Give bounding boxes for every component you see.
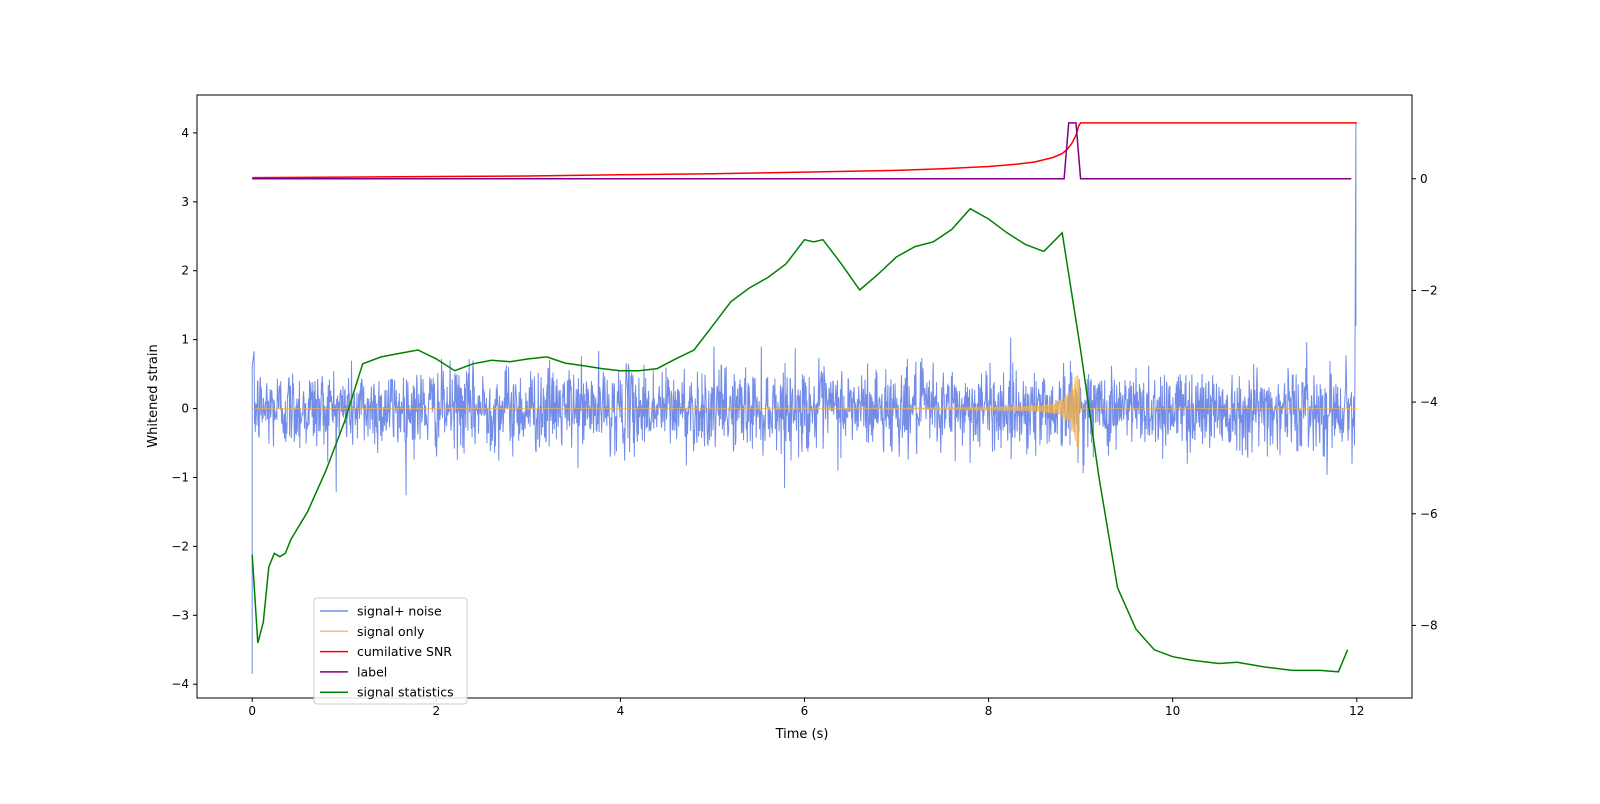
- x-tick-label: 10: [1165, 704, 1180, 718]
- y-tick-label: 3: [181, 195, 189, 209]
- legend-item-label: signal statistics: [357, 685, 454, 700]
- x-tick-label: 8: [985, 704, 993, 718]
- y2-axis: −8 −6 −4 −2 0: [1412, 172, 1438, 632]
- legend-item-label: signal+ noise: [357, 604, 442, 619]
- series-line-cumilative-snr: [252, 122, 1357, 179]
- x-axis-label: Time (s): [775, 727, 829, 742]
- y-tick-label: 1: [181, 333, 189, 347]
- y-tick-label: −3: [171, 608, 189, 622]
- legend-item-label: cumilative SNR: [357, 644, 452, 659]
- legend: signal+ noise signal only cumilative SNR la…: [313, 597, 468, 705]
- y-tick-label: −2: [171, 539, 189, 553]
- x-tick-label: 6: [801, 704, 809, 718]
- y-tick-label: 0: [181, 402, 189, 416]
- series-line-signal-statistics: [251, 207, 1349, 673]
- y2-tick-label: −4: [1420, 395, 1438, 409]
- series-line-label: [252, 122, 1352, 180]
- legend-item-label: signal only: [357, 624, 425, 639]
- y2-tick-label: −6: [1420, 507, 1438, 521]
- y2-tick-label: 0: [1420, 172, 1428, 186]
- y-tick-label: 2: [181, 264, 189, 278]
- y-axis: −4 −3 −2 −1 0 1 2 3 4: [171, 126, 197, 691]
- x-tick-label: 4: [617, 704, 625, 718]
- legend-box: [313, 597, 468, 705]
- y-tick-label: −1: [171, 470, 189, 484]
- x-tick-label: 12: [1349, 704, 1364, 718]
- y2-tick-label: −2: [1420, 283, 1438, 297]
- y-tick-label: −4: [171, 677, 189, 691]
- y2-tick-label: −8: [1420, 618, 1438, 632]
- y-tick-label: 4: [181, 126, 189, 140]
- x-tick-label: 0: [248, 704, 256, 718]
- series-layer: [251, 122, 1357, 674]
- y-axis-label: Whitened strain: [146, 344, 161, 447]
- series-line-signal-only: [252, 374, 1357, 449]
- series-line-signal-noise: [251, 122, 1357, 674]
- legend-item-label: label: [357, 664, 387, 679]
- x-tick-label: 2: [432, 704, 440, 718]
